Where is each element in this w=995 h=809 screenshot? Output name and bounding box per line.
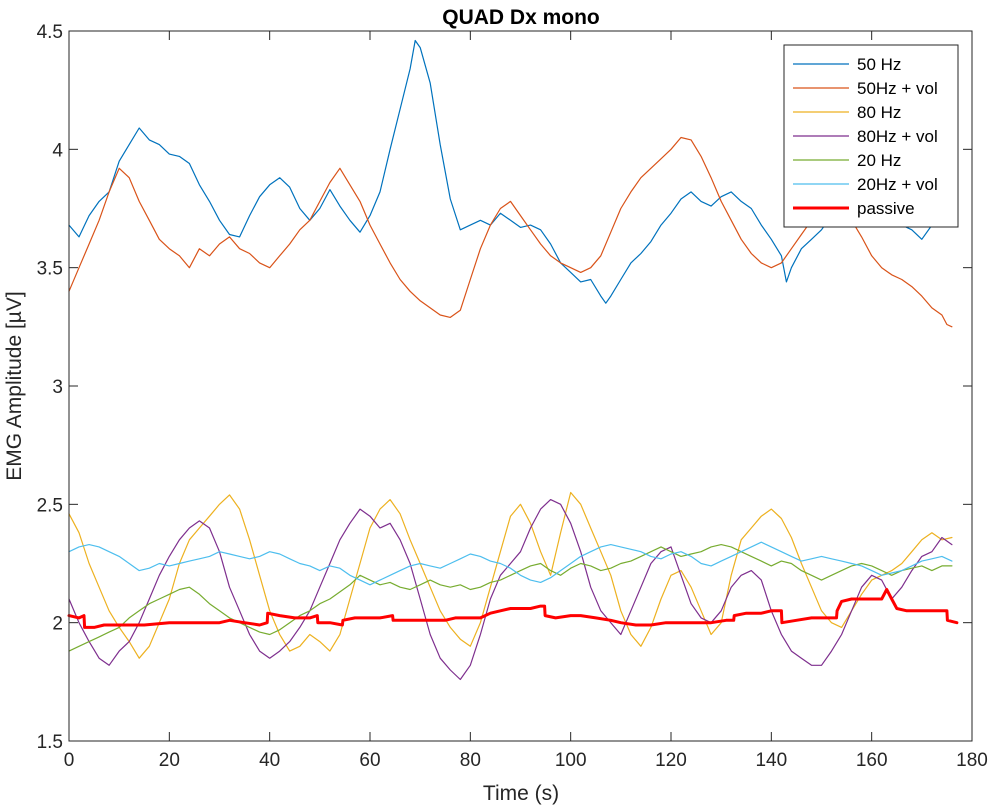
legend-entry-label: passive: [857, 199, 915, 218]
y-tick-label: 4.5: [37, 22, 63, 43]
x-tick-label: 140: [755, 750, 787, 771]
axis-ticks: 0 20 40 60 80 100 120 140 160 180 1.5 2 2.5 3 3.5 4 4.5: [37, 22, 988, 771]
x-tick-label: 20: [159, 750, 180, 771]
legend-entry-label: 80Hz + vol: [857, 127, 938, 146]
y-tick-label: 1.5: [37, 732, 63, 753]
x-tick-label: 60: [359, 750, 380, 771]
x-tick-label: 80: [460, 750, 481, 771]
y-axis-label: EMG Amplitude [µV]: [3, 291, 26, 481]
y-tick-label: 2: [52, 614, 63, 635]
x-tick-label: 40: [259, 750, 280, 771]
legend: 50 Hz 50Hz + vol 80 Hz 80Hz + vol 20 Hz 20Hz …: [783, 44, 959, 228]
legend-entry-label: 20Hz + vol: [857, 175, 938, 194]
series-line-6: [67, 588, 959, 629]
series-line-5: [68, 541, 953, 586]
chart-title: QUAD Dx mono: [442, 6, 600, 29]
x-tick-label: 120: [655, 750, 687, 771]
x-axis-label: Time (s): [483, 782, 559, 805]
series-line-2: [68, 491, 953, 659]
x-tick-label: 0: [64, 750, 75, 771]
legend-entry-label: 50 Hz: [857, 55, 901, 74]
y-tick-label: 4: [52, 140, 63, 161]
series-line-0: [68, 39, 953, 304]
legend-entry-label: 80 Hz: [857, 103, 901, 122]
y-tick-label: 3.5: [37, 259, 63, 280]
x-tick-label: 180: [956, 750, 988, 771]
legend-entry-label: 50Hz + vol: [857, 79, 938, 98]
series-line-3: [68, 499, 953, 681]
y-tick-label: 2.5: [37, 495, 63, 516]
x-tick-label: 160: [856, 750, 888, 771]
legend-entry-label: 20 Hz: [857, 151, 901, 170]
series-layer: [67, 39, 959, 681]
y-tick-label: 3: [52, 377, 63, 398]
series-line-4: [68, 543, 953, 652]
x-tick-label: 100: [555, 750, 587, 771]
